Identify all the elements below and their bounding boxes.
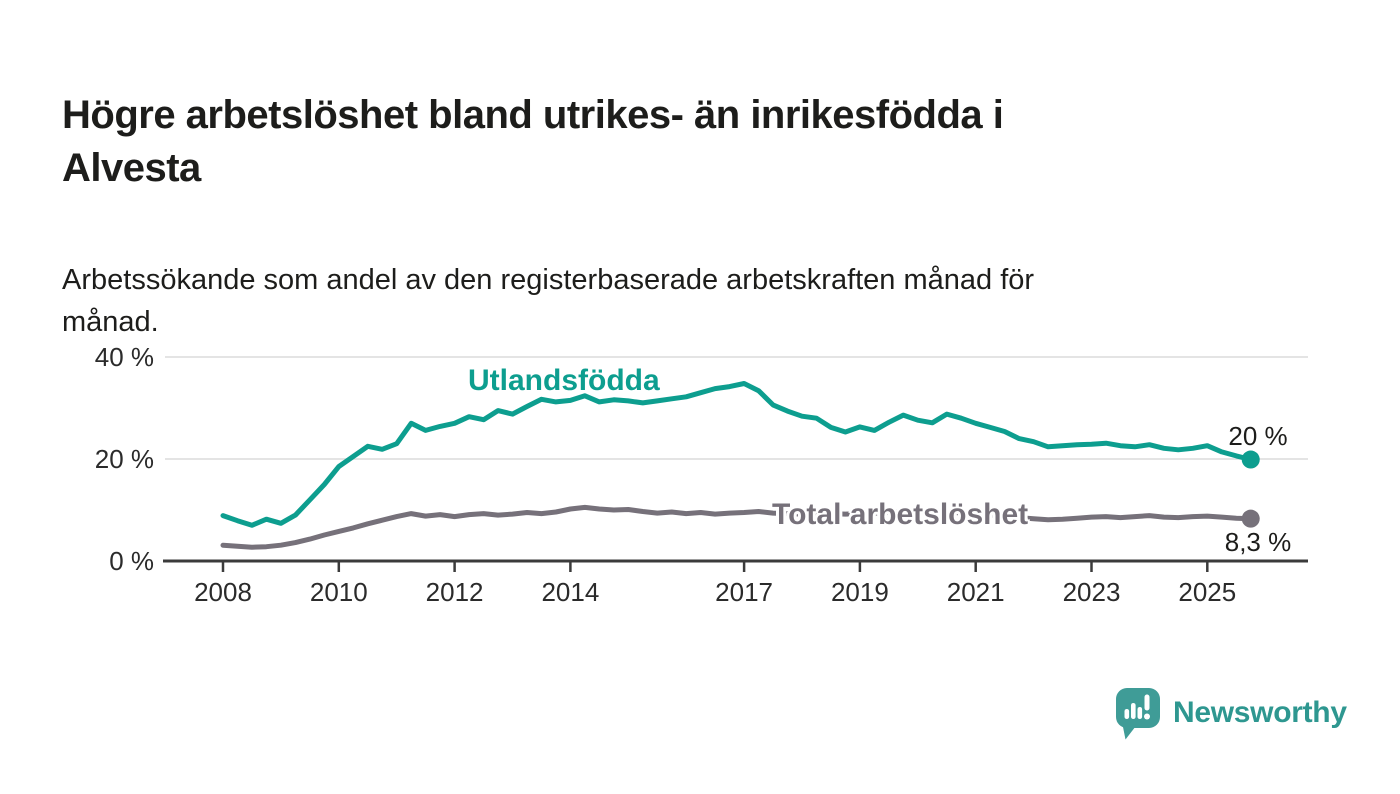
x-axis-label: 2023 bbox=[1062, 577, 1121, 607]
newsworthy-bubble-chart-icon bbox=[1113, 686, 1163, 740]
series-line-total bbox=[220, 504, 1254, 550]
y-axis-label: 20 % bbox=[94, 444, 154, 474]
x-axis-label: 2012 bbox=[425, 577, 484, 607]
subtitle-line-1: Arbetssökande som andel av den registerb… bbox=[62, 264, 1035, 296]
series-end-dot-utlandsfodda bbox=[1241, 450, 1260, 469]
series-end-dot-total bbox=[1241, 509, 1260, 528]
x-axis-label: 2021 bbox=[946, 577, 1005, 607]
y-axis-label: 40 % bbox=[94, 342, 154, 372]
title-line-2: Alvesta bbox=[62, 145, 201, 190]
x-axis-label: 2014 bbox=[541, 577, 600, 607]
end-value-label-utlandsfodda: 20 % bbox=[1228, 421, 1288, 451]
end-value-label-total: 8,3 % bbox=[1224, 527, 1292, 557]
title-line-1: Högre arbetslöshet bland utrikes- än inr… bbox=[62, 92, 1004, 137]
x-axis-label: 2010 bbox=[309, 577, 368, 607]
subtitle-line-2: månad. bbox=[62, 306, 159, 338]
x-axis-label: 2008 bbox=[194, 577, 252, 607]
series-label-utlandsfodda: Utlandsfödda bbox=[468, 364, 660, 397]
page-title: Högre arbetslöshet bland utrikes- än inr… bbox=[62, 89, 1312, 195]
newsworthy-logo-text: Newsworthy bbox=[1173, 696, 1347, 729]
newsworthy-logo[interactable]: Newsworthy bbox=[1113, 686, 1347, 740]
x-axis-label: 2025 bbox=[1178, 577, 1237, 607]
series-label-total-arbetsloshet: Total arbetslöshet bbox=[772, 498, 1029, 531]
chart-subtitle: Arbetssökande som andel av den registerb… bbox=[62, 259, 1312, 343]
series-line-utlandsfodda bbox=[220, 381, 1254, 528]
x-axis-label: 2019 bbox=[830, 577, 889, 607]
y-axis-label: 0 % bbox=[109, 546, 154, 576]
line-chart-plot bbox=[163, 356, 1308, 572]
x-axis-label: 2017 bbox=[715, 577, 774, 607]
